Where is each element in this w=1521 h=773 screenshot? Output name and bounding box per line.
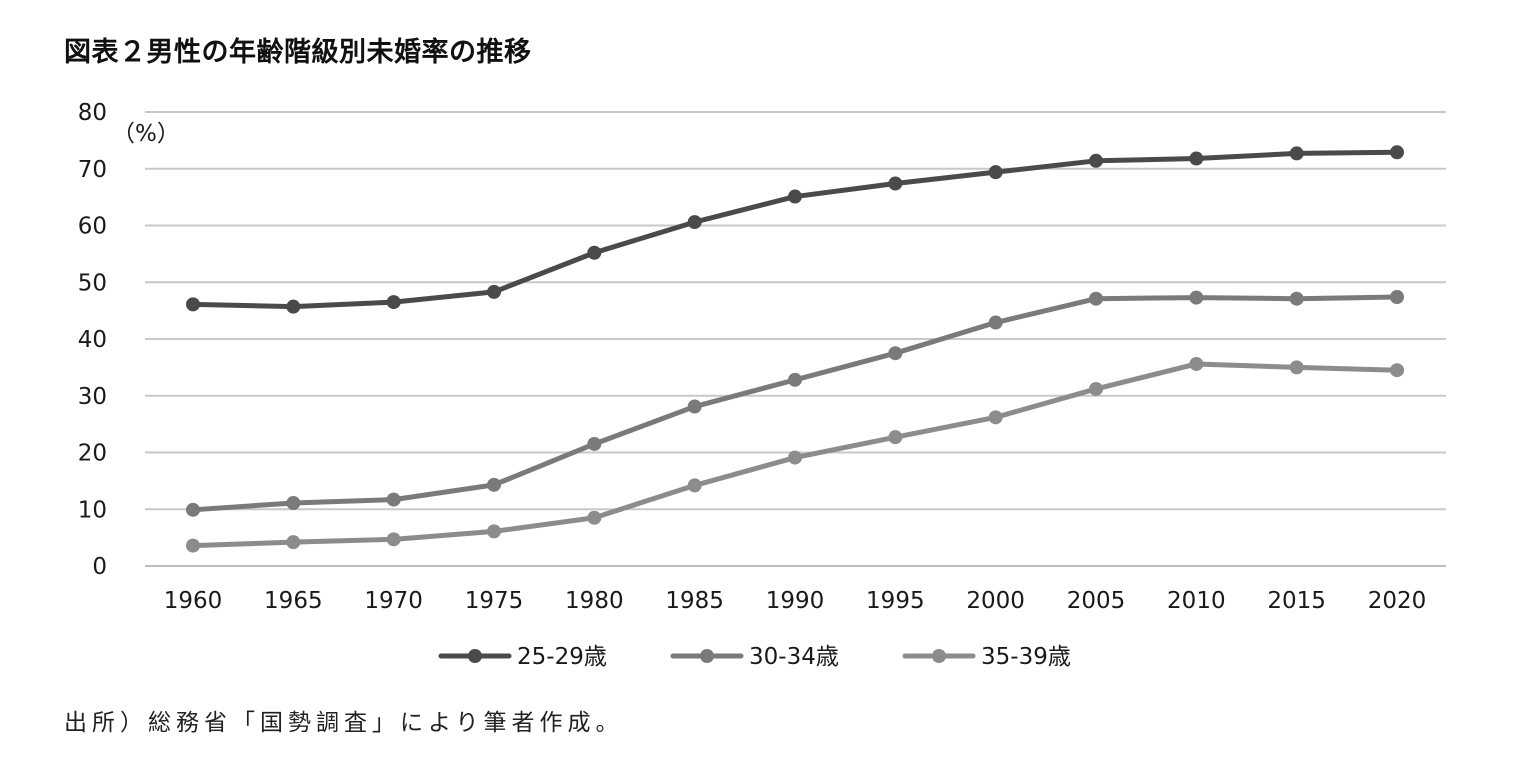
data-point-35-39歳-2010 [1189, 356, 1204, 371]
y-axis-unit-label: （%） [112, 121, 180, 147]
legend-swatch-marker [932, 649, 946, 663]
data-point-25-29歳-2010 [1189, 151, 1204, 166]
x-tick-label-1980: 1980 [565, 588, 624, 614]
legend-swatch-marker [700, 649, 714, 663]
x-tick-label-2000: 2000 [966, 588, 1025, 614]
legend-label-30-34歳: 30-34歳 [749, 644, 839, 670]
data-point-35-39歳-1985 [687, 478, 702, 493]
x-tick-label-1960: 1960 [164, 588, 223, 614]
y-tick-label-10: 10 [78, 497, 107, 523]
data-point-25-29歳-1990 [788, 189, 802, 204]
data-point-25-29歳-1985 [687, 215, 702, 230]
data-point-30-34歳-1965 [286, 496, 301, 511]
data-point-35-39歳-1965 [286, 535, 301, 550]
data-point-25-29歳-1965 [286, 299, 301, 314]
data-point-30-34歳-2015 [1289, 291, 1304, 306]
data-point-35-39歳-2000 [988, 410, 1003, 425]
data-point-25-29歳-1995 [888, 176, 903, 191]
y-tick-label-70: 70 [78, 157, 107, 183]
chart-title: 図表２男性の年齢階級別未婚率の推移 [64, 37, 532, 68]
data-point-25-29歳-2015 [1289, 146, 1304, 161]
data-point-30-34歳-1975 [487, 477, 501, 492]
data-point-30-34歳-1985 [687, 399, 702, 414]
x-tick-label-2020: 2020 [1368, 588, 1427, 614]
legend-item-25-29歳: 25-29歳 [438, 644, 607, 670]
data-point-30-34歳-2010 [1189, 290, 1204, 305]
legend-item-35-39歳: 35-39歳 [902, 644, 1071, 670]
x-tick-label-1965: 1965 [264, 588, 323, 614]
y-tick-label-20: 20 [78, 441, 107, 467]
data-point-25-29歳-1975 [487, 284, 501, 299]
x-axis-ticks: 1960 1965 1970 1975 1980 1985 1990 1995 2000 2005… [164, 588, 1427, 614]
data-point-35-39歳-1970 [386, 532, 401, 547]
data-point-25-29歳-2000 [988, 165, 1003, 180]
data-point-30-34歳-2020 [1390, 290, 1404, 305]
data-point-30-34歳-2005 [1089, 291, 1103, 306]
x-tick-label-2015: 2015 [1267, 588, 1326, 614]
source-note: 出所）総務省「国勢調査」により筆者作成。 [64, 710, 624, 736]
data-point-30-34歳-1970 [386, 492, 401, 507]
legend-label-35-39歳: 35-39歳 [981, 644, 1071, 670]
data-point-35-39歳-1960 [186, 538, 200, 553]
series-line-25-29歳 [190, 149, 1400, 310]
data-point-35-39歳-1975 [487, 524, 501, 539]
data-point-30-34歳-1980 [587, 436, 602, 451]
x-tick-label-1970: 1970 [364, 588, 423, 614]
legend-label-25-29歳: 25-29歳 [517, 644, 607, 670]
data-point-25-29歳-2005 [1089, 153, 1103, 168]
data-point-30-34歳-1960 [186, 502, 200, 517]
data-point-25-29歳-1980 [587, 245, 602, 260]
x-tick-label-2005: 2005 [1067, 588, 1126, 614]
data-point-25-29歳-2020 [1390, 145, 1404, 160]
data-point-35-39歳-2020 [1390, 363, 1404, 378]
series-layer [186, 145, 1404, 553]
y-tick-label-80: 80 [78, 100, 107, 126]
y-tick-label-60: 60 [78, 214, 107, 240]
data-point-25-29歳-1960 [186, 297, 200, 312]
x-tick-label-1995: 1995 [866, 588, 925, 614]
y-tick-label-30: 30 [78, 384, 107, 410]
data-point-35-39歳-1990 [788, 450, 802, 465]
series-30-34歳 [186, 290, 1404, 517]
data-point-35-39歳-1980 [587, 510, 602, 525]
y-axis-ticks: 0 10 20 30 40 50 60 70 80 [78, 100, 107, 580]
grid-lines [145, 111, 1446, 567]
series-line-30-34歳 [190, 294, 1400, 513]
x-tick-label-1990: 1990 [766, 588, 825, 614]
legend-item-30-34歳: 30-34歳 [670, 644, 839, 670]
data-point-25-29歳-1970 [386, 295, 401, 310]
x-tick-label-1975: 1975 [465, 588, 524, 614]
series-35-39歳 [186, 356, 1404, 553]
legend: 25-29歳 30-34歳 35-39歳 [438, 644, 1071, 670]
y-tick-label-40: 40 [78, 327, 107, 353]
data-point-30-34歳-2000 [988, 315, 1003, 330]
y-tick-label-0: 0 [92, 554, 107, 580]
y-tick-label-50: 50 [78, 270, 107, 296]
data-point-30-34歳-1990 [788, 372, 802, 387]
data-point-35-39歳-1995 [888, 430, 903, 445]
series-25-29歳 [186, 145, 1404, 314]
x-tick-label-1985: 1985 [665, 588, 724, 614]
legend-swatch-marker [468, 649, 482, 663]
data-point-35-39歳-2005 [1089, 381, 1103, 396]
data-point-30-34歳-1995 [888, 346, 903, 361]
data-point-35-39歳-2015 [1289, 360, 1304, 375]
x-tick-label-2010: 2010 [1167, 588, 1226, 614]
